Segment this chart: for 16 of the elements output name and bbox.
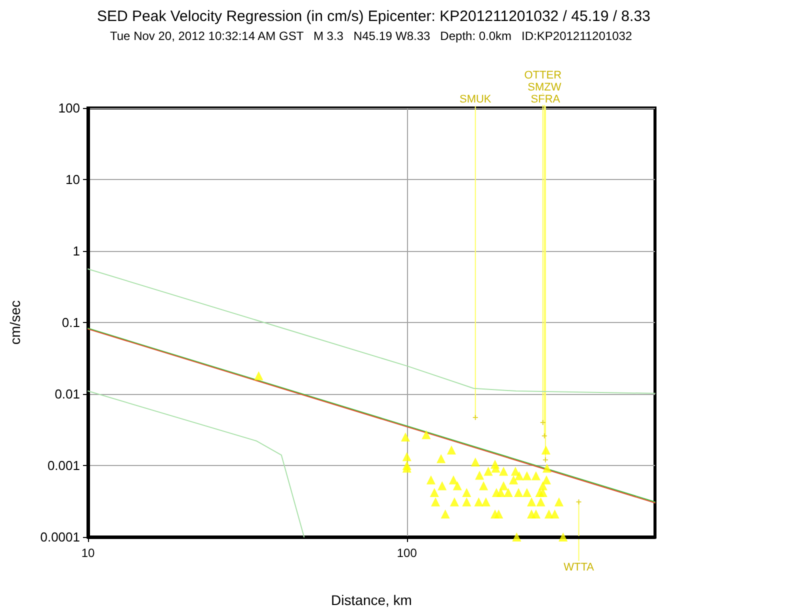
chart-subtitle: Tue Nov 20, 2012 10:32:14 AM GST M 3.3 N45.19 W8.33 Depth: 0.0km ID:KP201211201032 (110, 29, 632, 43)
annotation: SMZW (528, 82, 562, 94)
y-tick-label: 0.01 (54, 386, 80, 402)
annotation: WTTA (564, 562, 595, 574)
y-tick-label: 1 (72, 244, 80, 258)
y-tick-label: 0.0001 (40, 530, 80, 544)
x-axis-title: Distance, km (331, 592, 412, 608)
y-tick-label: 100 (58, 100, 80, 116)
annotation: OTTER (524, 70, 562, 82)
y-axis-title: cm/sec (7, 300, 23, 345)
annotation: SMUK (459, 94, 492, 106)
y-tick-label: 10 (66, 172, 80, 187)
annotation: SFRA (530, 94, 561, 106)
y-tick-label: 0.001 (47, 458, 80, 473)
chart-title: SED Peak Velocity Regression (in cm/s) Epicenter: KP201211201032 / 45.19 / 8.33 (97, 8, 650, 25)
y-tick-label: 0.1 (62, 315, 80, 330)
